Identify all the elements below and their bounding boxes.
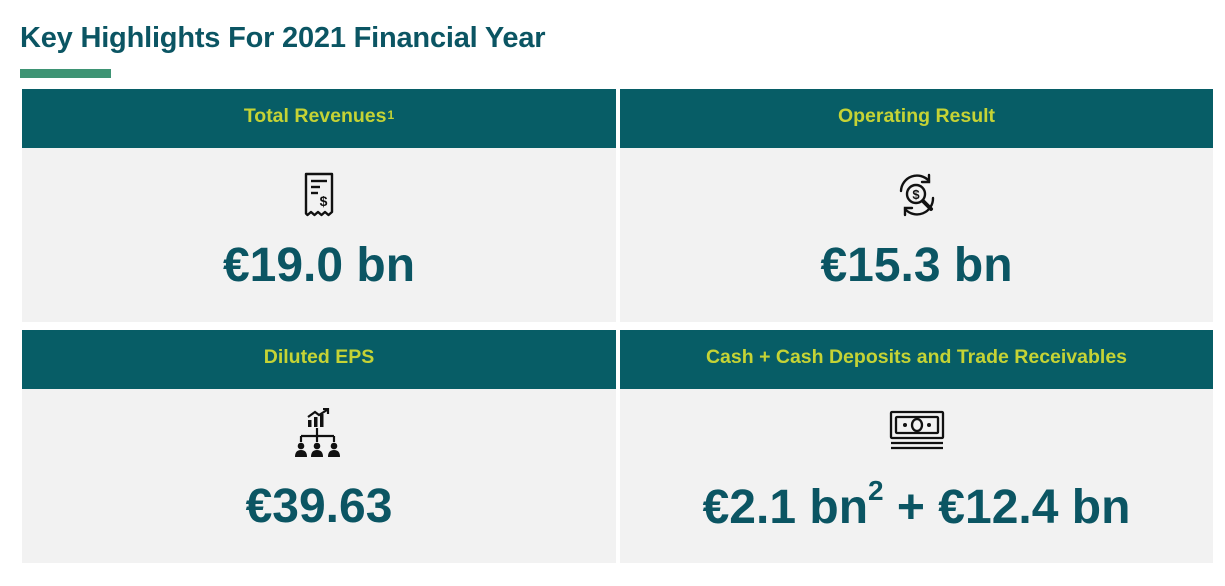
card-header: Diluted EPS xyxy=(22,330,616,389)
card-value: €39.63 xyxy=(245,480,393,533)
card-value: €19.0 bn xyxy=(222,239,416,292)
card-diluted-eps: Diluted EPS €39.63 xyxy=(22,330,616,563)
cash-stack-icon xyxy=(889,408,945,454)
footnote-marker: 2 xyxy=(868,475,884,506)
card-title: Diluted EPS xyxy=(263,346,375,368)
card-cash-and-receivables: Cash + Cash Deposits and Trade Receivabl… xyxy=(620,330,1213,563)
card-header: Operating Result xyxy=(620,89,1213,148)
card-total-revenues: Total Revenues 1 $ €19.0 bn xyxy=(22,89,616,322)
card-value: €15.3 bn xyxy=(820,239,1013,292)
card-title: Total Revenues xyxy=(243,105,387,127)
card-value: €2.1 bn2 + €12.4 bn xyxy=(620,477,1213,534)
card-header: Total Revenues 1 xyxy=(22,89,616,148)
card-title: Operating Result xyxy=(837,105,996,127)
card-operating-result: Operating Result $ €15.3 bn xyxy=(620,89,1213,322)
receipt-dollar-icon: $ xyxy=(302,171,336,217)
cash-value: €2.1 bn xyxy=(702,481,869,534)
svg-text:$: $ xyxy=(320,193,328,209)
dollar-search-cycle-icon: $ xyxy=(893,171,941,219)
card-header: Cash + Cash Deposits and Trade Receivabl… xyxy=(620,330,1213,389)
card-title: Cash + Cash Deposits and Trade Receivabl… xyxy=(705,346,1128,368)
page-title: Key Highlights For 2021 Financial Year xyxy=(20,22,546,54)
footnote-marker: 1 xyxy=(387,107,395,122)
title-accent-rule xyxy=(20,69,111,78)
growth-org-chart-icon xyxy=(293,408,345,460)
receivables-value: + €12.4 bn xyxy=(883,481,1131,534)
svg-text:$: $ xyxy=(912,187,920,202)
